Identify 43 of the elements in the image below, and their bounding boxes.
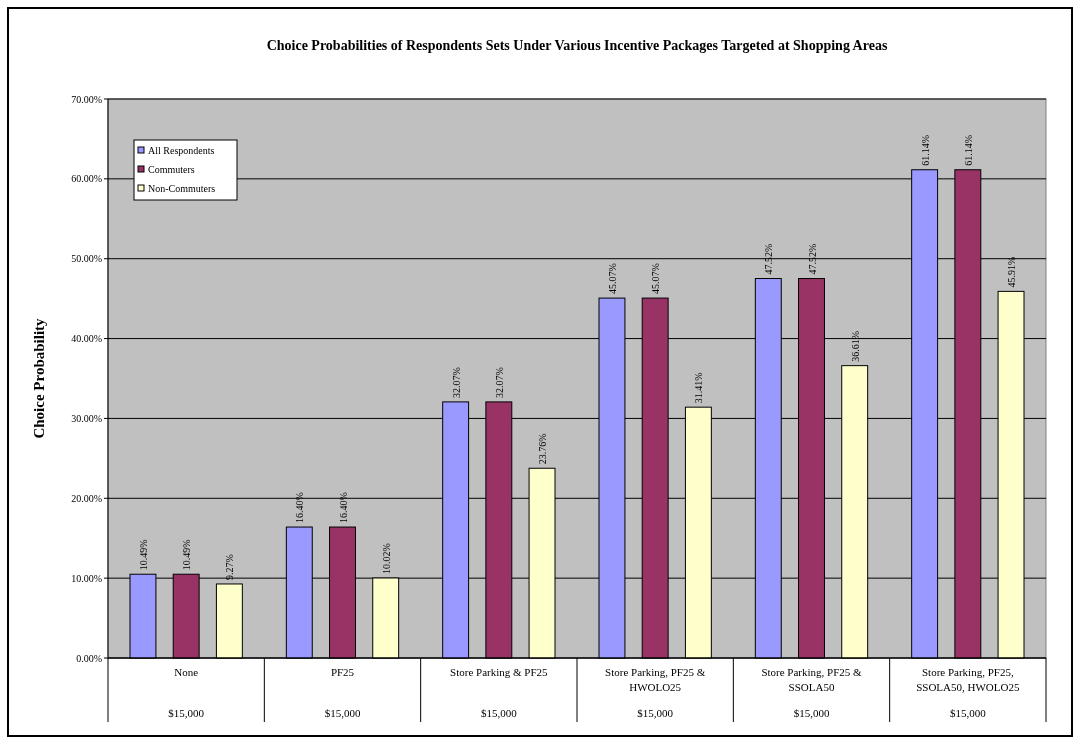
y-tick-label: 30.00% [71, 412, 102, 424]
data-label: 10.02% [380, 543, 392, 574]
x-tick-label: Store Parking & PF25 [450, 666, 549, 678]
data-label: 31.41% [693, 372, 705, 404]
x-tick-label: Store Parking, PF25 & SSOLA50 [761, 666, 863, 693]
data-label: 47.52% [763, 243, 775, 275]
y-tick-label: 40.00% [71, 333, 102, 345]
data-label: 47.52% [806, 243, 818, 275]
y-tick-label: 20.00% [71, 492, 102, 504]
data-label: 45.91% [1006, 256, 1018, 288]
legend-label: Commuters [148, 163, 195, 175]
y-axis-title: Choice Probability [31, 317, 47, 439]
y-tick-label: 10.00% [71, 572, 102, 584]
data-label: 32.07% [493, 367, 505, 398]
data-label: 32.07% [450, 367, 462, 398]
legend-label: Non-Commuters [148, 182, 216, 194]
y-tick-label: 50.00% [71, 253, 102, 265]
data-label: 36.61% [849, 330, 861, 362]
x-tick-label: PF25 [330, 666, 355, 678]
data-label: 10.49% [137, 539, 149, 571]
data-label: 16.40% [337, 492, 349, 524]
text: $15,000 [793, 707, 830, 719]
data-label: 61.14% [919, 134, 931, 166]
y-tick-label: 0.00% [76, 652, 102, 664]
text: $15,000 [949, 707, 987, 719]
data-label: 23.76% [537, 433, 549, 465]
legend-label: All Respondents [148, 144, 215, 156]
data-label: 10.49% [181, 539, 193, 571]
data-label: 45.07% [650, 263, 662, 295]
chart-title: Choice Probabilities of Respondents Sets Under Various Incentive Packages Targeted at Shopping Areas [266, 38, 888, 53]
x-tick-label: Store Parking, PF25 & HWOLO25 [605, 666, 706, 693]
x-tick-label: Store Parking, PF25, SSOLA50, HWOLO25 [916, 666, 1020, 693]
text: $15,000 [480, 707, 518, 719]
data-label: 9.27% [224, 554, 236, 580]
data-label: 45.07% [606, 263, 618, 295]
y-tick-label: 60.00% [71, 173, 102, 185]
data-label: 61.14% [962, 134, 974, 166]
x-tick-label: None [174, 666, 199, 678]
text: $15,000 [637, 707, 674, 719]
y-tick-label: 70.00% [71, 93, 102, 105]
data-label: 16.40% [294, 492, 306, 524]
text: $15,000 [324, 707, 361, 719]
text: $15,000 [168, 707, 205, 719]
